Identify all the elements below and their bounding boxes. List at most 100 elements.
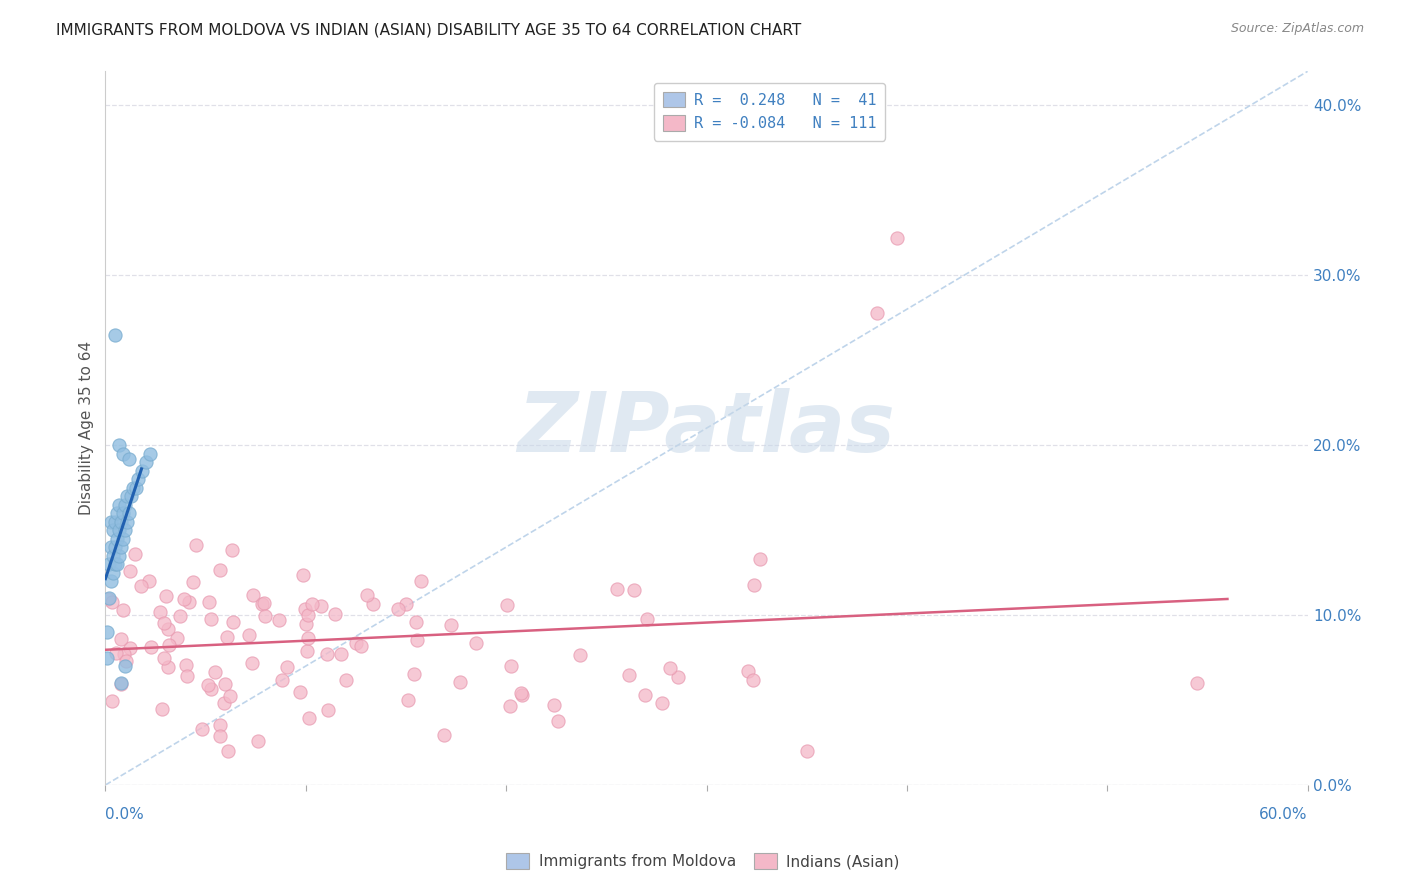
Point (122, 481, 145, 495)
Point (335, 673, 357, 687)
Point (329, 648, 352, 662)
Point (159, 638, 181, 652)
Point (200, 612, 222, 626)
Point (156, 623, 179, 637)
Point (110, 540, 132, 554)
Point (108, 438, 131, 452)
Point (666, 670, 689, 684)
Point (197, 595, 219, 609)
Point (112, 506, 135, 520)
Point (98, 557, 121, 571)
Point (866, 305, 889, 319)
Point (318, 703, 340, 717)
Point (440, 618, 463, 632)
Point (110, 632, 132, 647)
Point (104, 557, 127, 571)
Point (294, 602, 316, 616)
Point (253, 609, 276, 624)
Point (181, 574, 204, 589)
Point (1187, 676, 1209, 690)
Point (242, 588, 264, 602)
Point (157, 659, 180, 673)
Point (110, 676, 132, 690)
Point (634, 688, 657, 702)
Point (103, 549, 125, 563)
Point (636, 612, 658, 626)
Point (214, 677, 236, 691)
Point (240, 657, 263, 671)
Point (350, 639, 373, 653)
Point (238, 628, 260, 642)
Point (108, 498, 131, 512)
Legend: Immigrants from Moldova, Indians (Asian): Immigrants from Moldova, Indians (Asian) (501, 847, 905, 875)
Point (114, 659, 136, 673)
Point (496, 599, 519, 613)
Point (104, 327, 127, 342)
Point (344, 636, 367, 650)
Point (501, 659, 523, 673)
Point (155, 590, 177, 604)
Point (886, 231, 908, 245)
Point (121, 489, 143, 503)
Text: 60.0%: 60.0% (1260, 807, 1308, 822)
Point (222, 615, 245, 629)
Point (104, 540, 127, 554)
Point (138, 574, 160, 588)
Point (131, 464, 153, 478)
Point (114, 648, 136, 662)
Point (298, 711, 321, 725)
Point (173, 591, 195, 606)
Point (510, 685, 533, 699)
Point (150, 701, 173, 715)
Point (129, 579, 152, 593)
Point (174, 657, 197, 672)
Point (176, 669, 198, 683)
Point (215, 630, 238, 644)
Point (623, 582, 645, 597)
Point (138, 447, 160, 461)
Point (433, 728, 456, 742)
Point (127, 472, 149, 486)
Point (118, 641, 141, 656)
Point (748, 552, 770, 566)
Point (276, 660, 298, 674)
Text: IMMIGRANTS FROM MOLDOVA VS INDIAN (ASIAN) DISABILITY AGE 35 TO 64 CORRELATION CH: IMMIGRANTS FROM MOLDOVA VS INDIAN (ASIAN… (56, 22, 801, 37)
Point (269, 613, 291, 627)
Point (246, 734, 269, 748)
Text: ZIPatlas: ZIPatlas (517, 388, 896, 468)
Point (98, 591, 121, 605)
Point (617, 667, 640, 681)
Text: 0.0%: 0.0% (105, 807, 145, 822)
Point (96, 650, 118, 665)
Point (112, 532, 135, 546)
Point (510, 688, 533, 702)
Point (315, 647, 337, 661)
Point (103, 566, 125, 580)
Legend: R =  0.248   N =  41, R = -0.084   N = 111: R = 0.248 N = 41, R = -0.084 N = 111 (654, 83, 886, 141)
Point (104, 515, 127, 529)
Point (101, 694, 124, 708)
Point (120, 564, 142, 578)
Point (217, 744, 239, 758)
Point (114, 523, 136, 537)
Point (659, 661, 682, 675)
Point (449, 674, 471, 689)
Point (107, 557, 129, 571)
Point (107, 506, 129, 520)
Point (547, 714, 569, 728)
Point (297, 631, 319, 645)
Point (177, 595, 200, 609)
Point (139, 640, 162, 655)
Point (218, 689, 240, 703)
Point (118, 506, 141, 520)
Point (606, 582, 628, 596)
Point (250, 598, 273, 612)
Point (200, 682, 222, 697)
Point (101, 594, 124, 608)
Point (387, 601, 409, 615)
Point (543, 698, 565, 713)
Point (152, 651, 174, 665)
Point (112, 603, 135, 617)
Point (117, 489, 139, 503)
Point (114, 498, 136, 512)
